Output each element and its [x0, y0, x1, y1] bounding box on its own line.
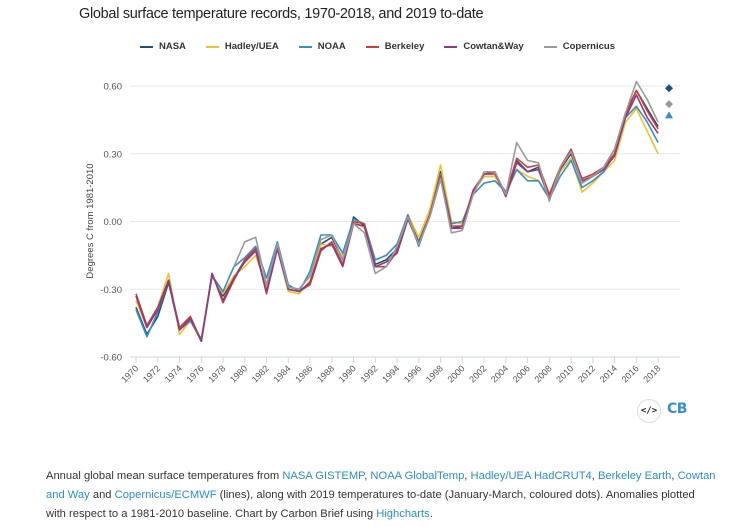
- caption-text: and: [89, 489, 115, 501]
- legend-swatch: [298, 45, 312, 48]
- x-tick-label: 1984: [271, 363, 292, 384]
- link-berkeley-earth[interactable]: Berkeley Earth: [597, 470, 672, 482]
- x-tick-label: 2018: [641, 363, 662, 384]
- chart-legend: NASA Hadley/UEA NOAA Berkeley Cowtan&Way Cope…: [0, 41, 730, 52]
- x-tick-label: 1996: [402, 363, 423, 384]
- x-tick-label: 1972: [141, 363, 162, 384]
- code-icon: </>: [640, 406, 658, 416]
- series-line-hadley-uea[interactable]: [135, 107, 659, 342]
- x-tick-label: 1994: [380, 363, 401, 384]
- legend-swatch: [444, 45, 458, 48]
- series-line-cowtan-way[interactable]: [135, 94, 659, 342]
- points-2019: [665, 84, 673, 119]
- legend-swatch: [543, 45, 557, 48]
- point-2019-copernicus[interactable]: [665, 100, 673, 109]
- y-axis: 0.60 0.30 0.00 -0.30 -0.60: [100, 82, 122, 364]
- x-tick-label: 1980: [228, 363, 249, 384]
- series-line-copernicus[interactable]: [233, 80, 659, 291]
- x-tick-label: 1986: [293, 363, 314, 384]
- legend-item[interactable]: Berkeley: [365, 41, 425, 52]
- caption-text: ,: [591, 470, 598, 482]
- link-nasa-gistemp[interactable]: NASA GISTEMP: [282, 470, 365, 482]
- legend-swatch: [365, 45, 379, 48]
- x-tick-label: 2008: [533, 363, 554, 384]
- series-lines: [135, 80, 659, 342]
- x-tick-label: 1970: [119, 363, 140, 384]
- point-2019-nasa[interactable]: [665, 84, 673, 93]
- link-hadcrut4[interactable]: Hadley/UEA HadCRUT4: [470, 470, 592, 482]
- x-tick-label: 1982: [250, 363, 271, 384]
- x-tick-label: 1978: [206, 363, 227, 384]
- gridlines: [130, 85, 680, 290]
- legend-label: Berkeley: [384, 41, 425, 52]
- point-2019-noaa[interactable]: [665, 111, 673, 119]
- caption-text: ,: [464, 470, 471, 482]
- chart-title: Global surface temperature records, 1970…: [79, 6, 484, 22]
- x-tick-label: 2014: [598, 363, 619, 384]
- series-line-noaa[interactable]: [135, 105, 659, 340]
- caption-text: (lines), along with 2019 temperatures to…: [46, 489, 695, 520]
- legend-item[interactable]: NASA: [139, 41, 186, 52]
- x-tick-label: 2006: [511, 363, 532, 384]
- legend-label: NASA: [158, 41, 186, 52]
- line-chart: 0.600.300.00-0.30-0.60 1970 1972 1974 1976 1…: [85, 80, 680, 385]
- legend-item[interactable]: Hadley/UEA: [205, 41, 279, 52]
- x-tick-label: 1992: [358, 363, 379, 384]
- legend-label: Hadley/UEA: [224, 41, 279, 52]
- y-tick-label: 0.60: [104, 82, 123, 93]
- x-tick-label: 1974: [163, 363, 184, 384]
- x-axis: 1970 1972 1974 1976 1978 1980 1982 1984 1986 1988…: [119, 356, 680, 385]
- legend-item[interactable]: NOAA: [298, 41, 346, 52]
- carbon-brief-logo[interactable]: CB: [667, 401, 687, 417]
- y-tick-label: 0.30: [104, 149, 123, 160]
- x-tick-label: 2010: [554, 363, 575, 384]
- x-tick-label: 1976: [184, 363, 205, 384]
- caption-text: ,: [364, 470, 371, 482]
- x-tick-label: 2012: [576, 363, 597, 384]
- y-tick-label: -0.60: [100, 353, 122, 364]
- legend-item[interactable]: Copernicus: [543, 41, 615, 52]
- x-tick-label: 2002: [467, 363, 488, 384]
- chart-caption: Annual global mean surface temperatures …: [46, 467, 716, 524]
- link-noaa-globaltemp[interactable]: NOAA GlobalTemp: [370, 470, 465, 482]
- x-tick-label: 2016: [620, 363, 641, 384]
- series-line-berkeley[interactable]: [135, 89, 659, 342]
- caption-text: Annual global mean surface temperatures …: [46, 470, 283, 482]
- y-tick-label: 0.00: [104, 217, 123, 228]
- caption-text: ,: [671, 470, 678, 482]
- x-tick-label: 1990: [337, 363, 358, 384]
- legend-item[interactable]: Cowtan&Way: [444, 41, 524, 52]
- legend-swatch: [139, 45, 153, 48]
- x-tick-label: 1988: [315, 363, 336, 384]
- series-line-nasa[interactable]: [135, 89, 659, 342]
- caption-text: .: [429, 508, 433, 520]
- link-highcharts[interactable]: Highcharts: [376, 508, 430, 520]
- link-cowtan-and-way[interactable]: Cowtan and Way: [46, 470, 716, 501]
- x-tick-label: 2004: [489, 363, 510, 384]
- x-tick-label: 2000: [446, 363, 467, 384]
- x-tick-label: 1998: [424, 363, 445, 384]
- embed-code-button[interactable]: </>: [637, 399, 661, 423]
- y-axis-label: Degrees C from 1981-2010: [85, 163, 96, 278]
- legend-label: NOAA: [317, 41, 346, 52]
- y-tick-label: -0.30: [100, 285, 122, 296]
- link-copernicus-ecmwf[interactable]: Copernicus/ECMWF: [114, 489, 217, 501]
- legend-label: Cowtan&Way: [463, 41, 524, 52]
- legend-label: Copernicus: [562, 41, 615, 52]
- legend-swatch: [205, 45, 219, 48]
